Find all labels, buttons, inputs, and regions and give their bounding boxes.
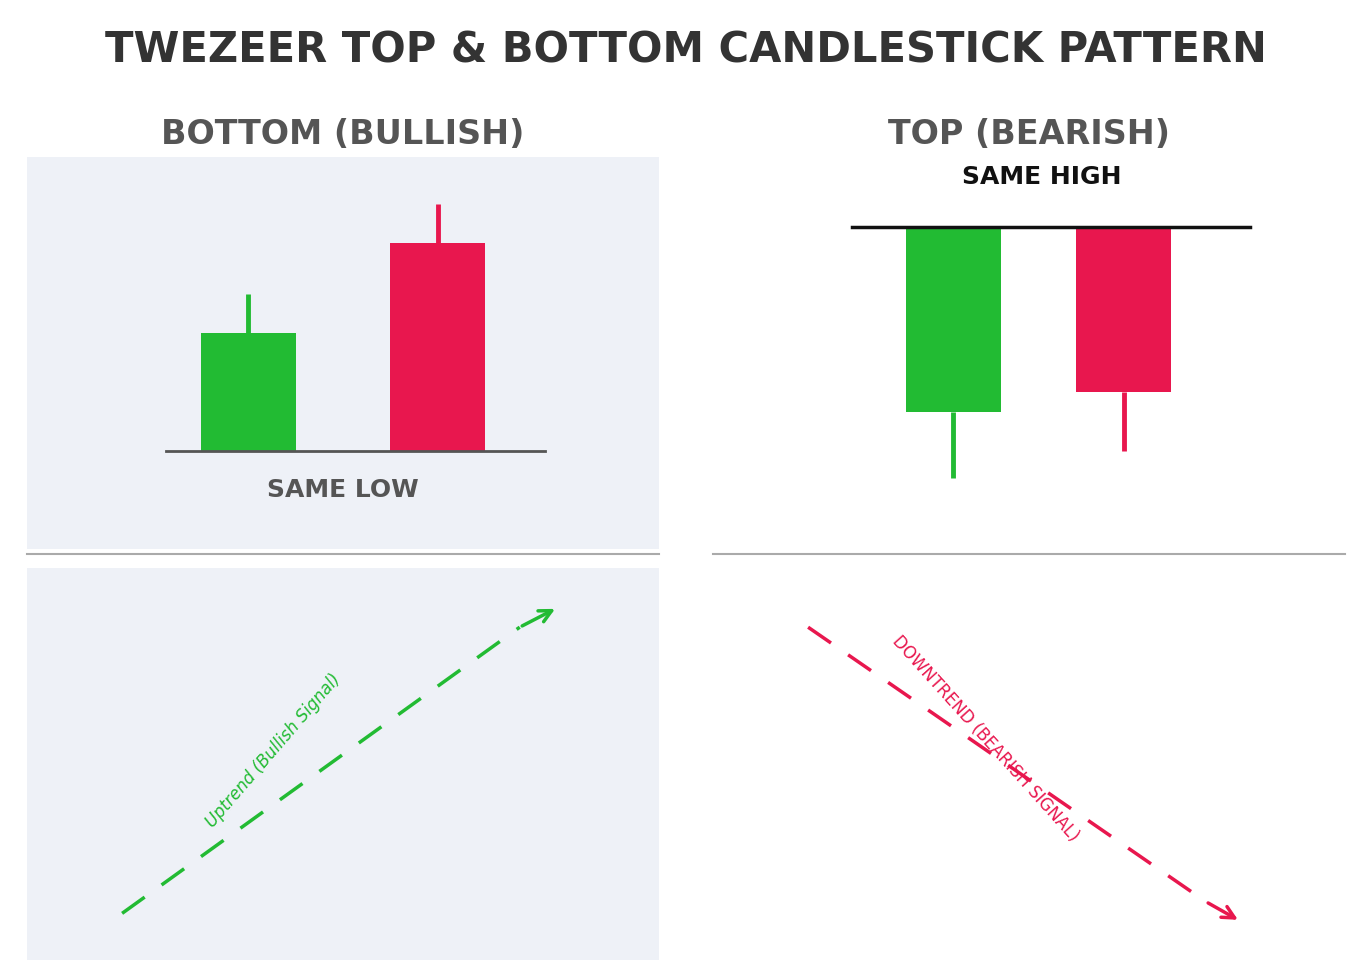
Bar xyxy=(1077,227,1170,392)
Text: BOTTOM (BULLISH): BOTTOM (BULLISH) xyxy=(162,118,524,151)
Text: TWEZEER TOP & BOTTOM CANDLESTICK PATTERN: TWEZEER TOP & BOTTOM CANDLESTICK PATTERN xyxy=(106,29,1266,72)
Bar xyxy=(390,243,486,451)
Text: TOP (BEARISH): TOP (BEARISH) xyxy=(888,118,1170,151)
Text: Uptrend (Bullish Signal): Uptrend (Bullish Signal) xyxy=(202,670,344,831)
Bar xyxy=(906,227,1000,412)
Text: SAME HIGH: SAME HIGH xyxy=(962,165,1121,188)
Text: DOWNTREND (BEARISH SIGNAL): DOWNTREND (BEARISH SIGNAL) xyxy=(888,632,1083,845)
Text: SAME LOW: SAME LOW xyxy=(268,478,418,502)
Bar xyxy=(200,333,296,451)
